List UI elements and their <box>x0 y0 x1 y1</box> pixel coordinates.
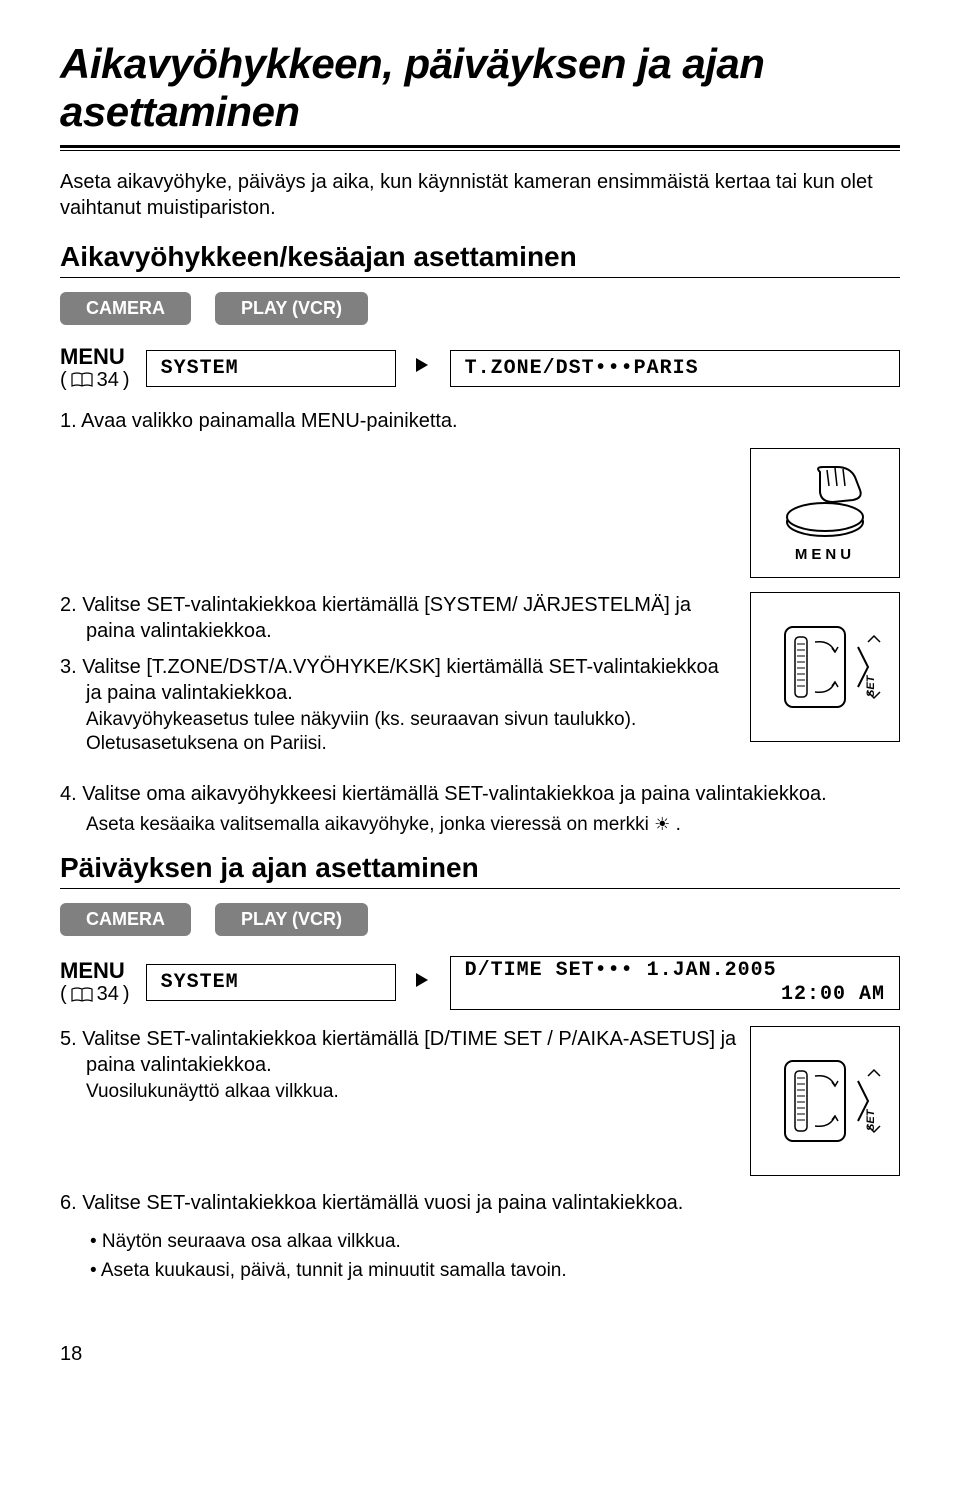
svg-text:SET: SET <box>865 1108 877 1131</box>
section2-heading: Päiväyksen ja ajan asettaminen <box>60 852 900 889</box>
steps-5-row: 5. Valitse SET-valintakiekkoa kiertämäll… <box>60 1026 900 1176</box>
svg-text:SET: SET <box>865 674 877 697</box>
menu-label-block: MENU ( 34) <box>60 345 130 392</box>
dtime-line1: D/TIME SET••• 1.JAN.2005 <box>465 959 885 983</box>
set-dial-icon-2: SET <box>760 1036 890 1166</box>
steps-2-3-row: 2. Valitse SET-valintakiekkoa kiertämäll… <box>60 592 900 767</box>
system-box: SYSTEM <box>146 350 396 387</box>
step-1: 1. Avaa valikko painamalla MENU-painiket… <box>60 408 900 434</box>
sun-icon: ☀ <box>654 813 670 836</box>
section2-menu-row: MENU ( 34) SYSTEM D/TIME SET••• 1.JAN.20… <box>60 956 900 1010</box>
step-6-bullet-1: • Näytön seuraava osa alkaa vilkkua. <box>60 1230 900 1255</box>
intro-text: Aseta aikavyöhyke, päiväys ja aika, kun … <box>60 169 900 221</box>
menu-ref-number: 34 <box>97 369 119 392</box>
book-icon <box>71 372 93 388</box>
system-box-2: SYSTEM <box>146 964 396 1001</box>
menu-button-label: MENU <box>795 546 855 563</box>
mode-play-vcr: PLAY (VCR) <box>215 292 368 325</box>
arrow-icon <box>412 356 434 380</box>
step-4-note: Aseta kesäaika valitsemalla aikavyöhyke,… <box>60 813 900 838</box>
dtime-line2: 12:00 AM <box>465 983 885 1007</box>
step-3-note: Aikavyöhykeasetus tulee näkyviin (ks. se… <box>60 708 738 757</box>
title-rule-thin <box>60 150 900 151</box>
mode-camera-2: CAMERA <box>60 903 191 936</box>
section1-menu-row: MENU ( 34) SYSTEM T.ZONE/DST•••PARIS <box>60 345 900 392</box>
step-4-note-text: Aseta kesäaika valitsemalla aikavyöhyke,… <box>86 814 654 835</box>
set-dial-illustration-2: SET <box>750 1026 900 1176</box>
step-6: 6. Valitse SET-valintakiekkoa kiertämäll… <box>60 1190 900 1216</box>
step-5-note: Vuosilukunäyttö alkaa vilkkua. <box>60 1080 738 1105</box>
title-rule-thick <box>60 145 900 148</box>
section1-heading: Aikavyöhykkeen/kesäajan asettaminen <box>60 241 900 278</box>
hand-press-icon <box>765 462 885 542</box>
value-box-tzone: T.ZONE/DST•••PARIS <box>450 350 900 387</box>
step-4-note-end: . <box>670 814 681 835</box>
section1-mode-row: CAMERA PLAY (VCR) <box>60 292 900 325</box>
menu-label-block-2: MENU ( 34) <box>60 959 130 1006</box>
step-5: 5. Valitse SET-valintakiekkoa kiertämäll… <box>60 1026 738 1078</box>
step-6-bullet-2: • Aseta kuukausi, päivä, tunnit ja minuu… <box>60 1259 900 1284</box>
mode-play-vcr-2: PLAY (VCR) <box>215 903 368 936</box>
menu-label: MENU <box>60 345 130 369</box>
step-3: 3. Valitse [T.ZONE/DST/A.VYÖHYKE/KSK] ki… <box>60 654 738 706</box>
menu-label-2: MENU <box>60 959 130 983</box>
menu-button-illustration: MENU <box>750 448 900 578</box>
step-2: 2. Valitse SET-valintakiekkoa kiertämäll… <box>60 592 738 644</box>
mode-camera: CAMERA <box>60 292 191 325</box>
page-title: Aikavyöhykkeen, päiväyksen ja ajan asett… <box>60 40 900 137</box>
menu-ref-number-2: 34 <box>97 983 119 1006</box>
arrow-icon-2 <box>412 971 434 995</box>
section2-mode-row: CAMERA PLAY (VCR) <box>60 903 900 936</box>
page-number: 18 <box>60 1343 900 1366</box>
step-4: 4. Valitse oma aikavyöhykkeesi kiertämäl… <box>60 781 900 807</box>
menu-ref: ( 34) <box>60 369 130 392</box>
set-dial-illustration-1: SET <box>750 592 900 742</box>
book-icon-2 <box>71 987 93 1003</box>
step1-illus-row: MENU <box>60 448 900 578</box>
set-dial-icon: SET <box>760 602 890 732</box>
value-box-dtime: D/TIME SET••• 1.JAN.2005 12:00 AM <box>450 956 900 1010</box>
menu-ref-2: ( 34) <box>60 983 130 1006</box>
